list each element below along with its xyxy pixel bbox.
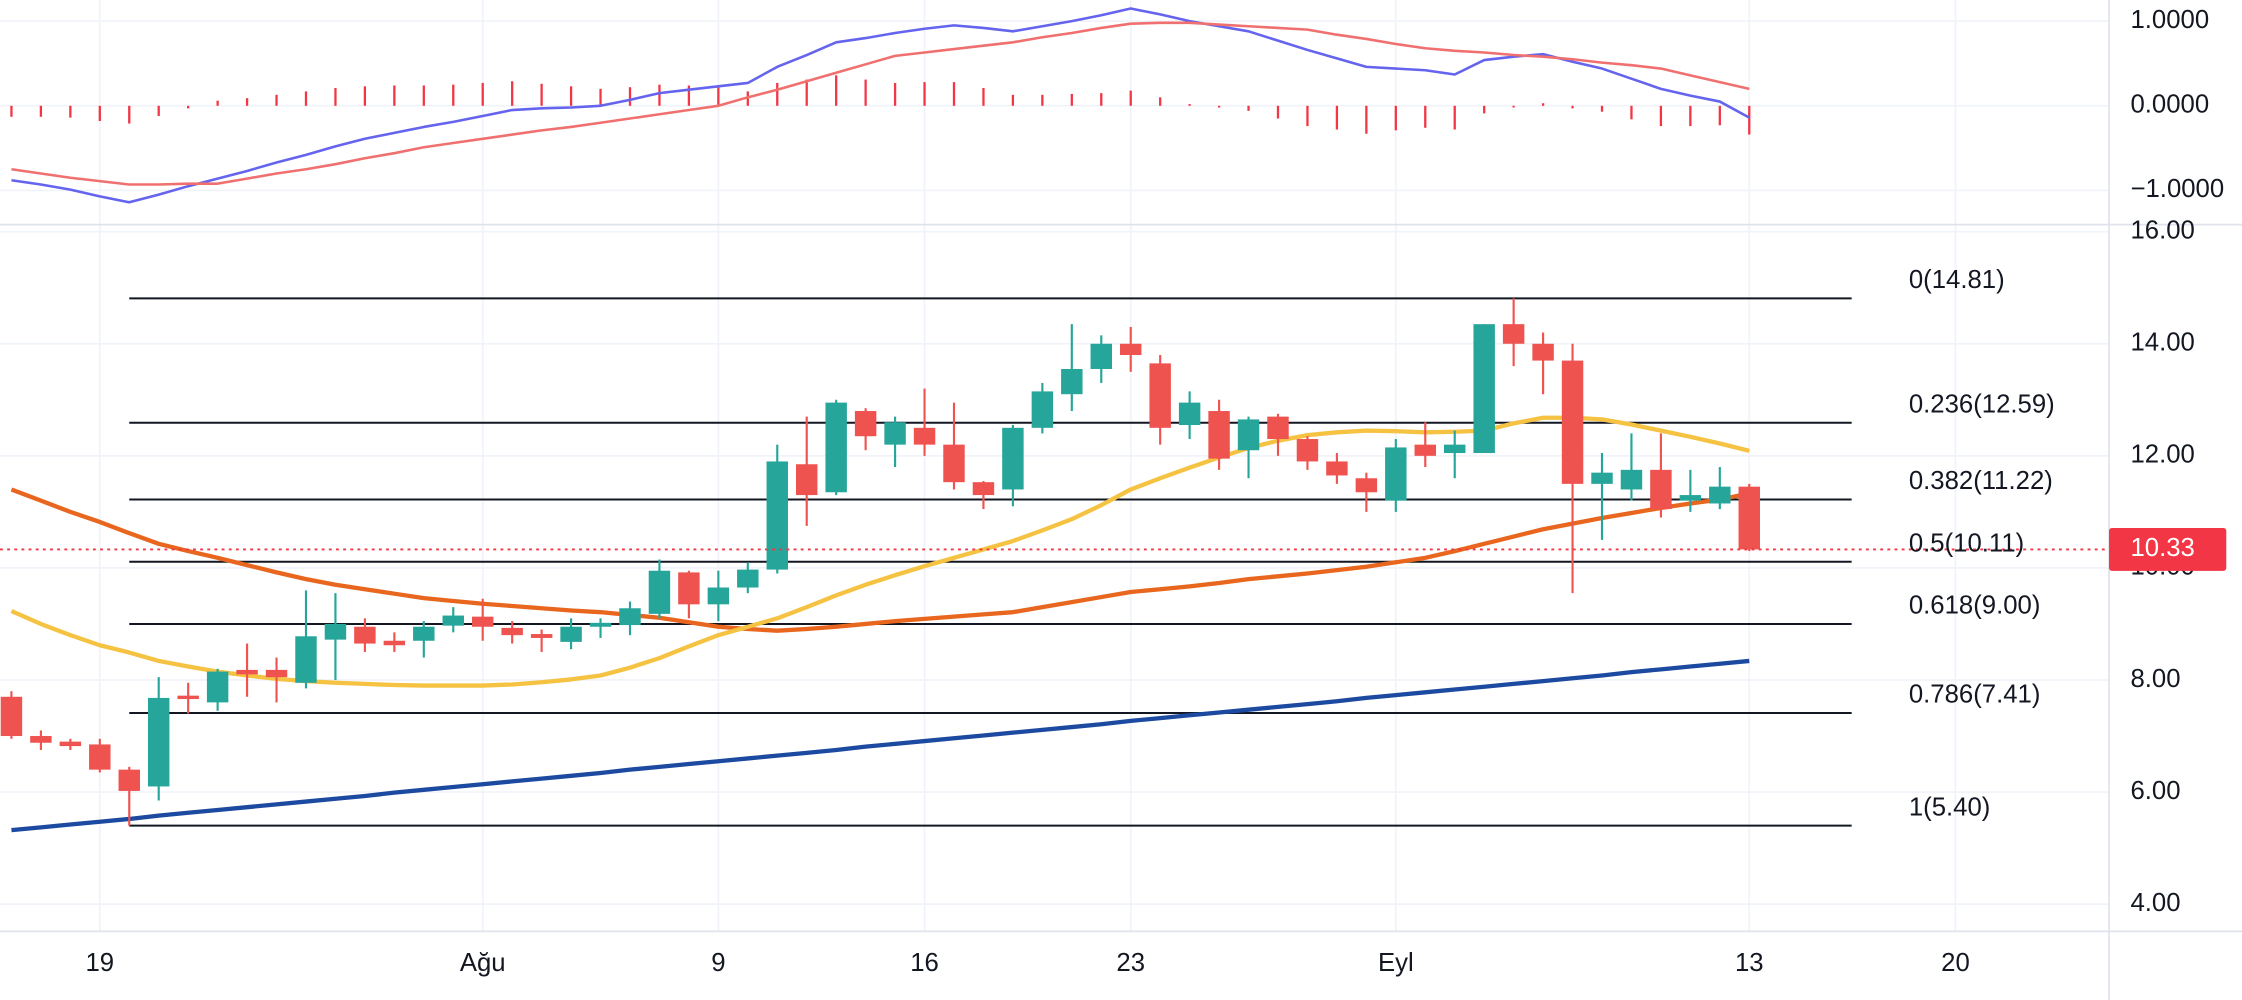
candle-body	[295, 636, 317, 683]
candle-body	[1561, 360, 1584, 484]
candle-body	[795, 464, 818, 496]
y-tick-label: 14.00	[2130, 329, 2194, 357]
candle-body	[1002, 427, 1024, 490]
candle-body	[471, 616, 494, 627]
candle-body	[1591, 472, 1613, 484]
x-tick-label: Eyl	[1378, 949, 1414, 977]
candle-body	[737, 569, 759, 588]
candle-body	[1031, 391, 1054, 428]
candle-body	[589, 622, 612, 627]
candle-body	[648, 570, 671, 614]
candle-body	[265, 669, 288, 678]
x-tick-label: 16	[910, 949, 939, 977]
candle-body	[1650, 469, 1672, 510]
candle-body	[1326, 461, 1348, 476]
candle-body	[913, 427, 936, 445]
x-tick-label: 19	[85, 949, 114, 977]
y-tick-label: 1.0000	[2130, 6, 2209, 34]
candle-body	[1237, 419, 1260, 451]
macd-line	[11, 7, 1750, 204]
fib-label: 0.5(10.11)	[1909, 529, 2024, 557]
candle-body	[530, 634, 553, 638]
candle-body	[825, 402, 847, 493]
candle-body	[324, 623, 347, 640]
candle-body	[1620, 469, 1643, 490]
candle-body	[854, 411, 877, 437]
fib-label: 0(14.81)	[1909, 266, 2005, 294]
candle-body	[619, 608, 641, 626]
y-tick-label: 16.00	[2130, 216, 2194, 244]
y-tick-label: 12.00	[2130, 441, 2194, 469]
y-tick-label: 0.0000	[2130, 91, 2209, 119]
last-price-label: 10.33	[2130, 534, 2194, 562]
y-tick-label: 8.00	[2130, 665, 2180, 693]
y-tick-label: −1.0000	[2130, 175, 2224, 203]
fib-label: 0.786(7.41)	[1909, 681, 2041, 709]
candle-body	[89, 744, 111, 770]
candle-body	[1119, 343, 1142, 355]
fib-label: 0.236(12.59)	[1909, 390, 2055, 418]
candle-body	[59, 741, 82, 747]
plot	[0, 7, 2110, 833]
candle-body	[501, 627, 523, 636]
candle-body	[1414, 444, 1436, 456]
candle-body	[1178, 402, 1201, 426]
candle-body	[884, 422, 906, 445]
candle-body	[1149, 363, 1171, 428]
candle-body	[1355, 478, 1378, 493]
candle-body	[118, 769, 140, 791]
x-tick-label: 9	[711, 949, 725, 977]
candle-body	[206, 671, 229, 703]
candle-body	[766, 461, 788, 570]
last-price-box	[2109, 527, 2227, 571]
candle-body	[1208, 411, 1230, 459]
x-tick-label: 20	[1941, 949, 1970, 977]
candle-body	[177, 695, 199, 700]
candle-body	[1385, 447, 1407, 501]
fib-label: 1(5.40)	[1909, 793, 1991, 821]
y-tick-label: 4.00	[2130, 889, 2180, 917]
macd-line	[11, 21, 1750, 186]
candle-body	[1090, 343, 1112, 369]
candle-body	[1473, 324, 1495, 454]
candle-body	[442, 615, 464, 626]
candle-body	[354, 626, 376, 644]
fib-label: 0.618(9.00)	[1909, 592, 2041, 620]
fib-label: 0.382(11.22)	[1909, 467, 2053, 495]
candle-body	[1532, 343, 1554, 361]
candle-body	[1502, 324, 1525, 344]
candle-body	[943, 444, 965, 483]
candle-body	[1444, 444, 1466, 454]
candle-body	[0, 696, 23, 737]
candle-body	[560, 626, 582, 642]
moving-average	[10, 415, 1750, 688]
y-tick-label: 6.00	[2130, 777, 2180, 805]
candle-body	[1709, 486, 1731, 504]
moving-average	[10, 487, 1750, 633]
candle-body	[707, 587, 730, 605]
candle-body	[1061, 368, 1083, 395]
candle-body	[972, 482, 995, 496]
candle-body	[678, 572, 700, 605]
x-tick-label: 13	[1735, 949, 1764, 977]
candle-body	[383, 640, 406, 646]
candle-body	[413, 626, 435, 641]
x-tick-label: 23	[1116, 949, 1145, 977]
candle-body	[1267, 416, 1289, 440]
candle-body	[1679, 495, 1702, 501]
grid	[0, 0, 2110, 932]
x-tick-label: Ağu	[460, 949, 506, 977]
labels: 19Ağu91623Eyl13204.006.008.0010.0012.001…	[85, 6, 2227, 977]
candle-body	[147, 697, 170, 787]
candle-body	[236, 669, 258, 675]
candle-body	[1738, 486, 1760, 550]
candle-body	[30, 736, 52, 743]
candle-body	[1296, 439, 1319, 462]
moving-average	[11, 658, 1750, 833]
